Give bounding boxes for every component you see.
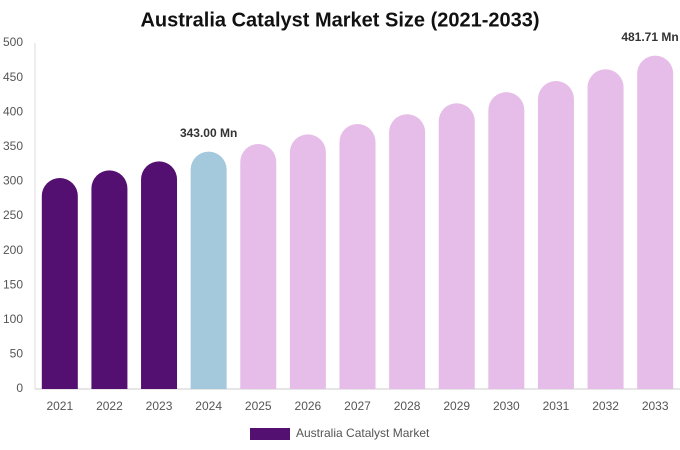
bar	[339, 123, 376, 390]
x-tick-label: 2028	[394, 399, 421, 413]
bar	[91, 170, 128, 389]
bar	[637, 55, 674, 389]
bar	[438, 103, 475, 389]
x-tick-label: 2027	[344, 399, 371, 413]
y-tick-label: 400	[3, 104, 23, 118]
x-tick-label: 2026	[295, 399, 322, 413]
value-label: 343.00 Mn	[180, 126, 237, 140]
bar	[190, 151, 227, 389]
x-tick-label: 2029	[443, 399, 470, 413]
bar	[587, 69, 624, 390]
legend-swatch	[250, 428, 290, 440]
x-tick-label: 2022	[96, 399, 123, 413]
bar	[389, 114, 426, 389]
bar	[141, 161, 178, 389]
x-tick-label: 2021	[46, 399, 73, 413]
x-tick-label: 2023	[146, 399, 173, 413]
y-tick-label: 300	[3, 174, 23, 188]
chart-title: Australia Catalyst Market Size (2021-203…	[140, 9, 539, 31]
y-tick-label: 450	[3, 70, 23, 84]
y-tick-label: 350	[3, 139, 23, 153]
bar	[240, 144, 277, 389]
y-tick-label: 200	[3, 243, 23, 257]
bar	[41, 177, 78, 389]
x-tick-label: 2033	[642, 399, 669, 413]
y-tick-label: 250	[3, 208, 23, 222]
value-label: 481.71 Mn	[621, 30, 678, 44]
y-tick-label: 100	[3, 312, 23, 326]
x-tick-label: 2031	[543, 399, 570, 413]
legend-label: Australia Catalyst Market	[296, 426, 430, 440]
x-tick-label: 2024	[195, 399, 222, 413]
x-tick-label: 2025	[245, 399, 272, 413]
x-tick-label: 2030	[493, 399, 520, 413]
bar	[289, 134, 326, 389]
bar	[488, 92, 525, 390]
x-tick-label: 2032	[592, 399, 619, 413]
y-tick-label: 50	[10, 347, 24, 361]
y-tick-label: 150	[3, 277, 23, 291]
bar	[537, 81, 574, 389]
y-tick-label: 0	[16, 381, 23, 395]
y-tick-label: 500	[3, 35, 23, 49]
